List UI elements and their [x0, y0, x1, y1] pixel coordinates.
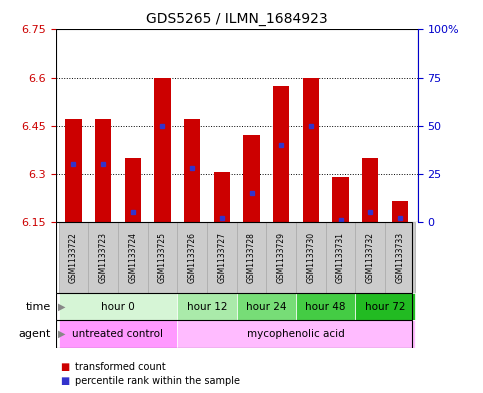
Text: GSM1133729: GSM1133729 — [277, 232, 286, 283]
Bar — [177, 222, 207, 293]
Text: transformed count: transformed count — [75, 362, 166, 373]
Text: hour 24: hour 24 — [246, 301, 286, 312]
Bar — [355, 222, 385, 293]
Text: GDS5265 / ILMN_1684923: GDS5265 / ILMN_1684923 — [146, 12, 327, 26]
Bar — [273, 86, 289, 222]
Bar — [177, 320, 415, 348]
Bar — [58, 222, 88, 293]
Bar — [148, 222, 177, 293]
Text: GSM1133725: GSM1133725 — [158, 232, 167, 283]
Text: GSM1133723: GSM1133723 — [99, 232, 108, 283]
Text: GSM1133732: GSM1133732 — [366, 232, 375, 283]
Bar — [332, 177, 349, 222]
Text: GSM1133724: GSM1133724 — [128, 232, 137, 283]
Text: untreated control: untreated control — [72, 329, 163, 339]
Bar — [355, 293, 415, 320]
Bar — [296, 293, 355, 320]
Bar — [207, 222, 237, 293]
Text: hour 12: hour 12 — [187, 301, 227, 312]
Bar — [184, 119, 200, 222]
Bar — [237, 293, 296, 320]
Bar — [125, 158, 141, 222]
Bar — [177, 293, 237, 320]
Bar — [385, 222, 415, 293]
Bar — [362, 158, 379, 222]
Text: ▶: ▶ — [58, 329, 66, 339]
Bar — [326, 222, 355, 293]
Text: hour 48: hour 48 — [306, 301, 346, 312]
Text: ■: ■ — [60, 362, 70, 373]
Text: ■: ■ — [60, 376, 70, 386]
Text: hour 0: hour 0 — [101, 301, 135, 312]
Text: mycophenolic acid: mycophenolic acid — [247, 329, 345, 339]
Text: GSM1133722: GSM1133722 — [69, 232, 78, 283]
Bar — [58, 293, 177, 320]
Text: GSM1133730: GSM1133730 — [306, 232, 315, 283]
Bar — [95, 119, 111, 222]
Bar — [296, 222, 326, 293]
Bar — [303, 78, 319, 222]
Text: ▶: ▶ — [58, 301, 66, 312]
Bar — [392, 201, 408, 222]
Text: hour 72: hour 72 — [365, 301, 405, 312]
Text: GSM1133726: GSM1133726 — [187, 232, 197, 283]
Bar — [243, 136, 260, 222]
Bar — [154, 78, 170, 222]
Text: GSM1133733: GSM1133733 — [396, 232, 404, 283]
Text: GSM1133727: GSM1133727 — [217, 232, 227, 283]
Bar — [65, 119, 82, 222]
Bar — [237, 222, 266, 293]
Bar — [58, 320, 177, 348]
Bar — [118, 222, 148, 293]
Bar — [88, 222, 118, 293]
Text: GSM1133731: GSM1133731 — [336, 232, 345, 283]
Bar — [213, 172, 230, 222]
Text: agent: agent — [18, 329, 51, 339]
Text: GSM1133728: GSM1133728 — [247, 232, 256, 283]
Text: time: time — [26, 301, 51, 312]
Text: percentile rank within the sample: percentile rank within the sample — [75, 376, 240, 386]
Bar — [266, 222, 296, 293]
